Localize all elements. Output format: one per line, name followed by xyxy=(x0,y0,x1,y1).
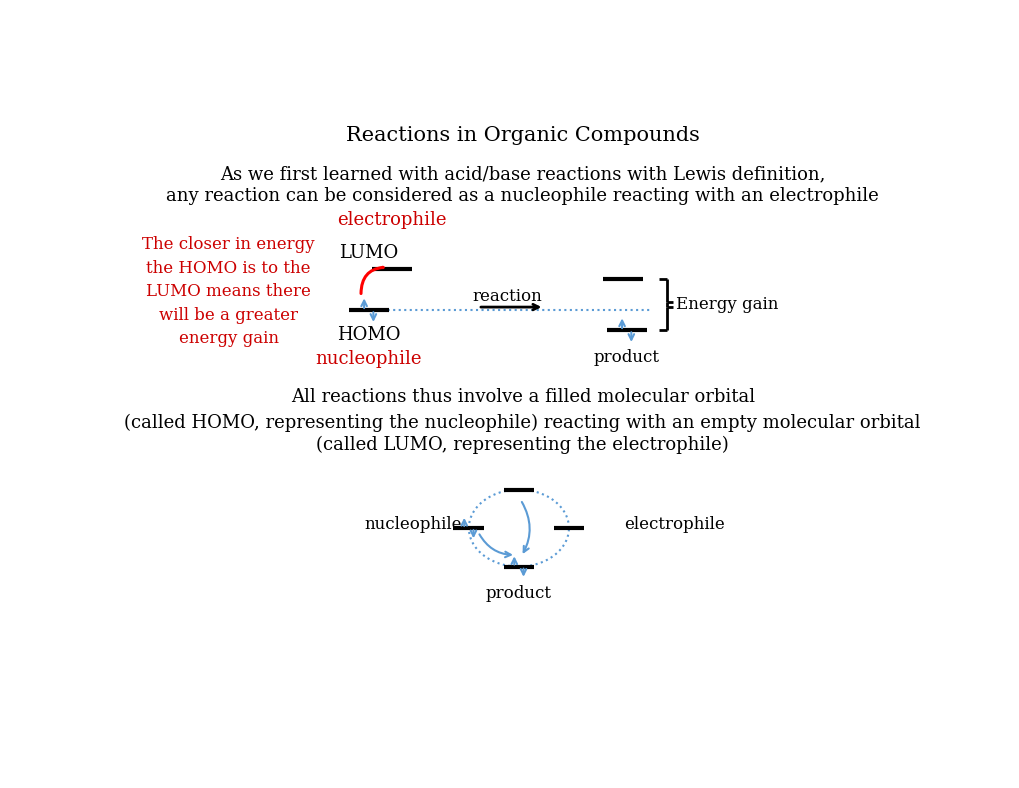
Text: All reactions thus involve a filled molecular orbital: All reactions thus involve a filled mole… xyxy=(290,388,754,406)
Text: product: product xyxy=(485,585,551,602)
Text: any reaction can be considered as a nucleophile reacting with an electrophile: any reaction can be considered as a nucl… xyxy=(166,188,878,205)
FancyArrowPatch shape xyxy=(361,267,383,293)
Text: The closer in energy
the HOMO is to the
LUMO means there
will be a greater
energ: The closer in energy the HOMO is to the … xyxy=(143,236,315,348)
Text: Reactions in Organic Compounds: Reactions in Organic Compounds xyxy=(345,126,699,145)
Text: nucleophile: nucleophile xyxy=(315,350,422,368)
Text: product: product xyxy=(593,349,659,366)
Text: reaction: reaction xyxy=(472,288,542,305)
Text: HOMO: HOMO xyxy=(336,325,400,344)
Text: electrophile: electrophile xyxy=(336,211,446,229)
Text: Energy gain: Energy gain xyxy=(676,296,777,314)
Text: nucleophile: nucleophile xyxy=(365,515,462,533)
Text: electrophile: electrophile xyxy=(624,515,725,533)
Text: (called LUMO, representing the electrophile): (called LUMO, representing the electroph… xyxy=(316,436,729,454)
Text: LUMO: LUMO xyxy=(338,244,398,262)
Text: As we first learned with acid/base reactions with Lewis definition,: As we first learned with acid/base react… xyxy=(220,165,824,183)
Text: (called HOMO, representing the nucleophile) reacting with an empty molecular orb: (called HOMO, representing the nucleophi… xyxy=(124,414,920,432)
